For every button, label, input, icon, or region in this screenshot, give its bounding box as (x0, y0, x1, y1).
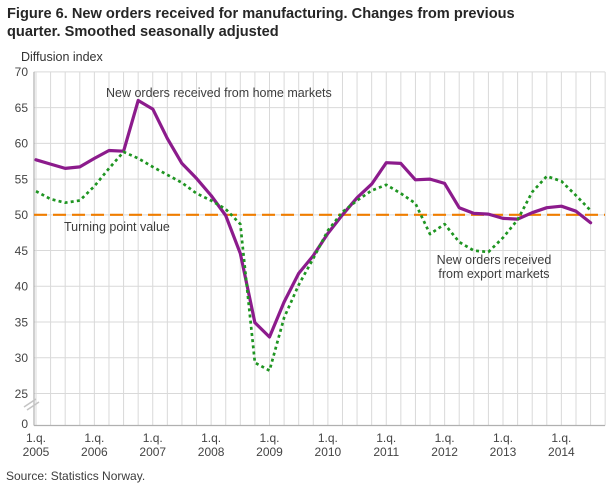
svg-text:2008: 2008 (198, 445, 225, 459)
svg-text:30: 30 (15, 351, 29, 365)
svg-text:2011: 2011 (373, 445, 399, 459)
svg-text:65: 65 (15, 101, 29, 115)
svg-text:2014: 2014 (548, 445, 575, 459)
chart-title: Figure 6. New orders received for manufa… (7, 6, 515, 41)
svg-text:1.q.: 1.q. (259, 431, 279, 445)
svg-text:1.q.: 1.q. (318, 431, 338, 445)
svg-text:50: 50 (15, 208, 29, 222)
series-home-label: New orders received from home markets (106, 86, 332, 100)
svg-text:35: 35 (15, 315, 29, 329)
svg-text:2005: 2005 (23, 445, 50, 459)
svg-text:1.q.: 1.q. (84, 431, 104, 445)
svg-text:45: 45 (15, 244, 29, 258)
svg-text:2010: 2010 (315, 445, 342, 459)
source-note: Source: Statistics Norway. (6, 469, 146, 483)
svg-text:2009: 2009 (256, 445, 283, 459)
svg-text:2013: 2013 (490, 445, 517, 459)
svg-text:1.q.: 1.q. (376, 431, 396, 445)
svg-text:1.q.: 1.q. (143, 431, 163, 445)
svg-text:2006: 2006 (81, 445, 108, 459)
svg-text:1.q.: 1.q. (493, 431, 513, 445)
svg-text:1.q.: 1.q. (551, 431, 571, 445)
series-export-label: New orders received from export markets (424, 253, 564, 281)
svg-text:70: 70 (15, 65, 29, 79)
svg-text:2012: 2012 (431, 445, 458, 459)
svg-text:1.q.: 1.q. (26, 431, 46, 445)
svg-text:1.q.: 1.q. (201, 431, 221, 445)
svg-text:2007: 2007 (139, 445, 166, 459)
svg-text:55: 55 (15, 172, 29, 186)
svg-text:40: 40 (15, 280, 29, 294)
svg-text:0: 0 (21, 417, 28, 431)
svg-text:25: 25 (15, 387, 29, 401)
y-axis-title: Diffusion index (21, 50, 103, 64)
svg-text:60: 60 (15, 137, 29, 151)
series-export-label-line1: New orders received (436, 253, 552, 267)
series-export-label-line2: from export markets (438, 267, 550, 281)
svg-text:1.q.: 1.q. (435, 431, 455, 445)
turning-point-label: Turning point value (64, 220, 170, 234)
